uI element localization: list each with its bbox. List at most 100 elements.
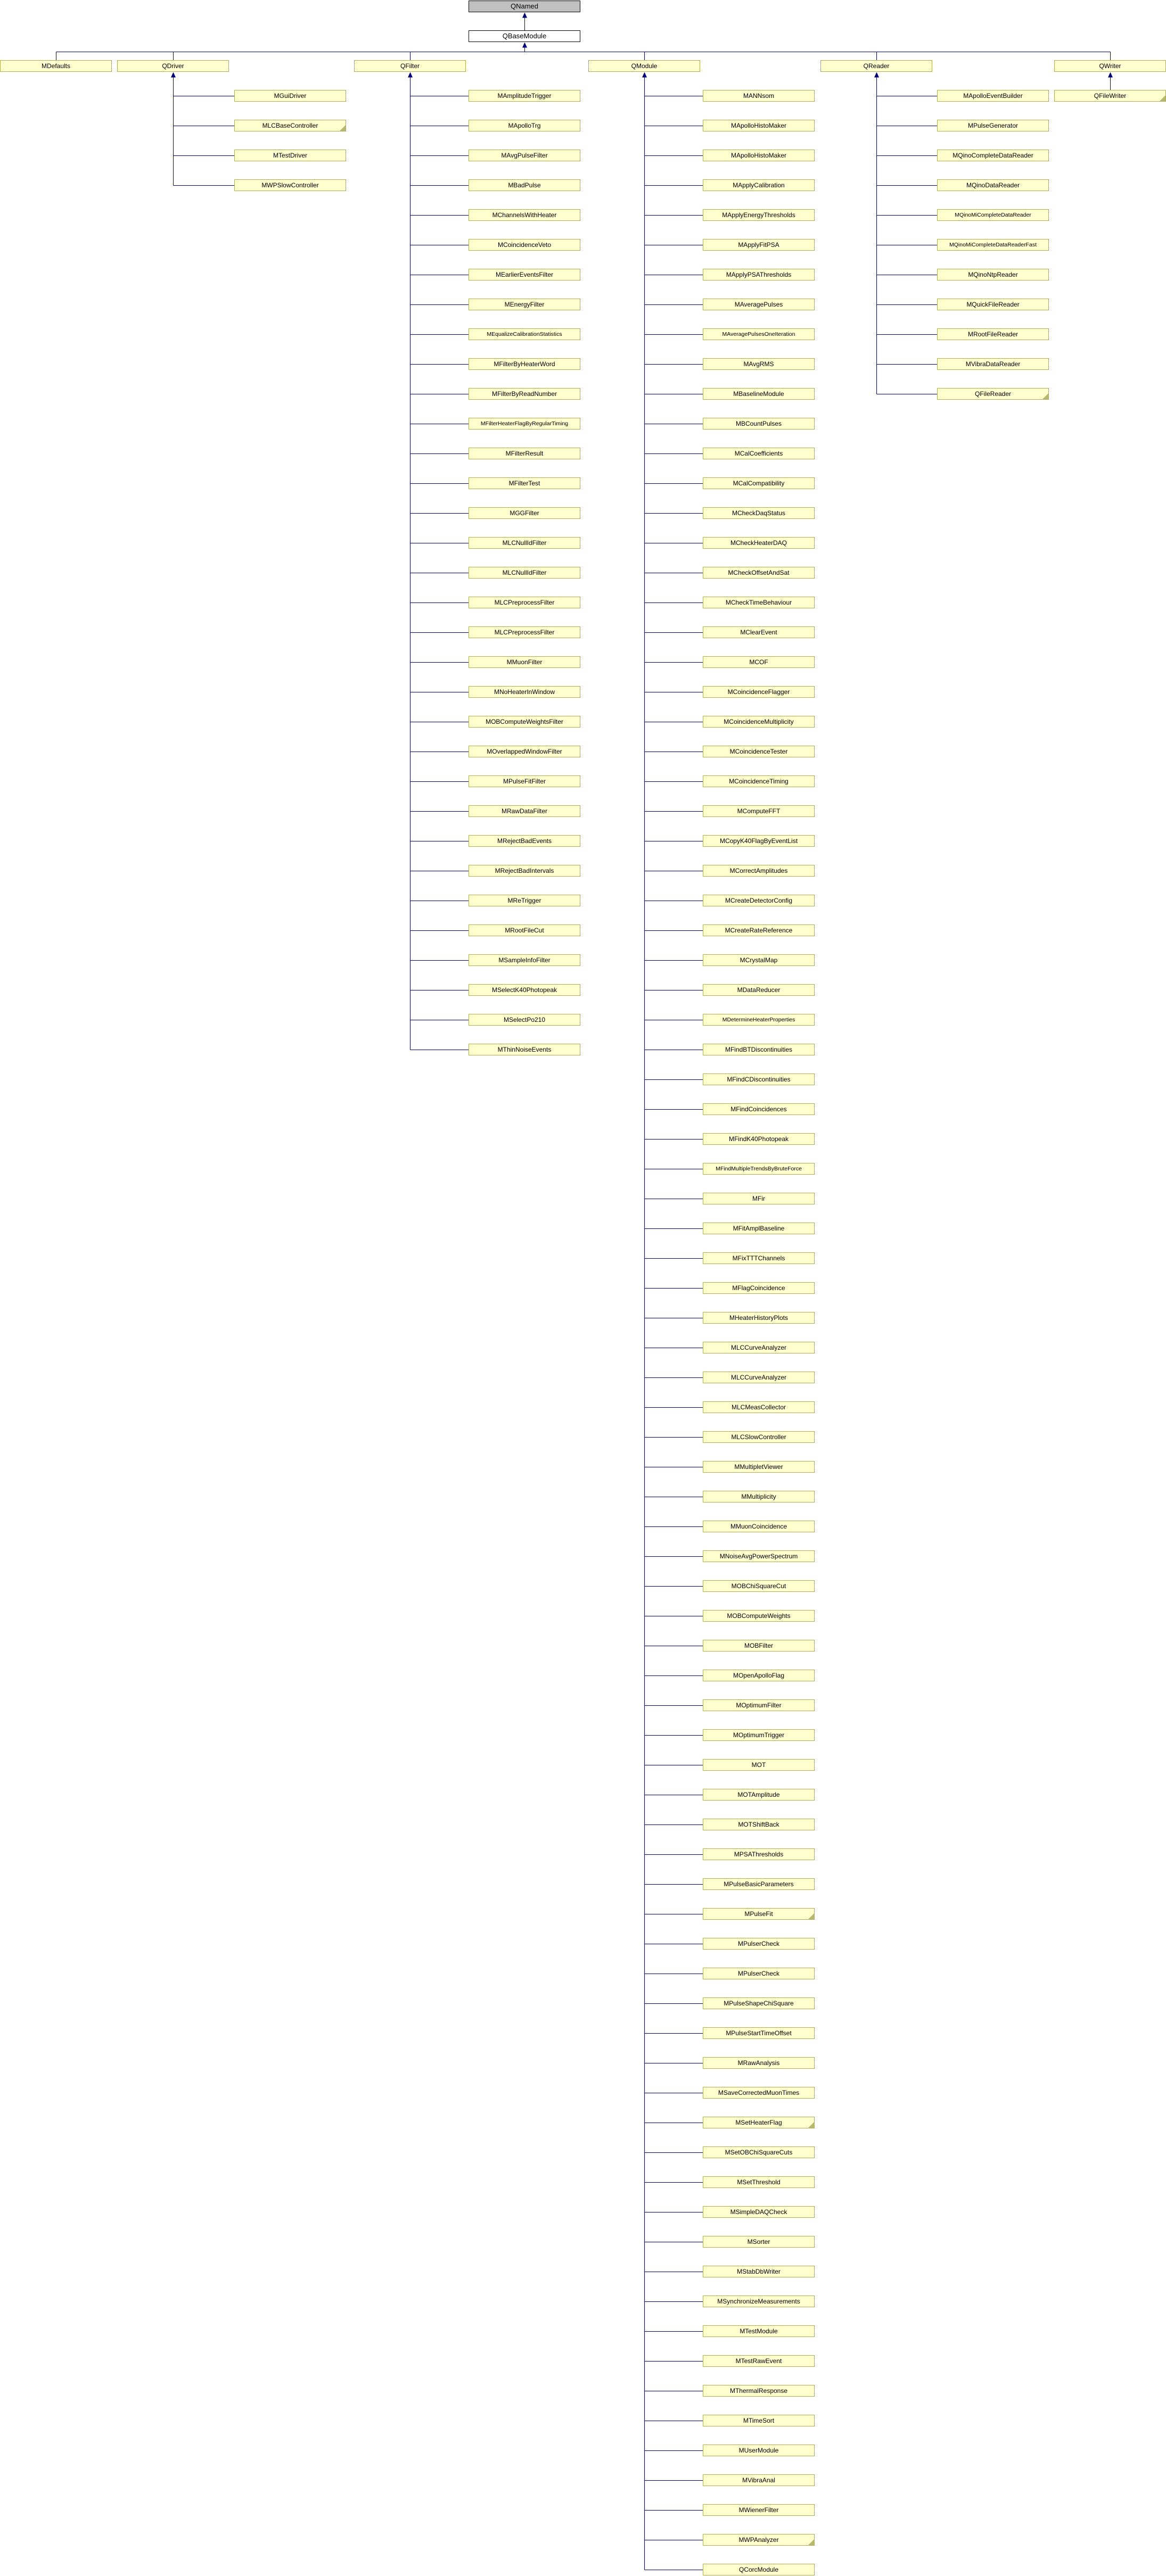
class-node[interactable]: MNoHeaterInWindow xyxy=(469,686,580,698)
class-node[interactable]: MPulseFitFilter xyxy=(469,775,580,787)
class-node[interactable]: MLCPreprocessFilter xyxy=(469,626,580,638)
class-node[interactable]: MClearEvent xyxy=(703,626,815,638)
class-node[interactable]: MTimeSort xyxy=(703,2415,815,2426)
class-node[interactable]: MCheckTimeBehaviour xyxy=(703,597,815,608)
class-node[interactable]: MQinoDataReader xyxy=(937,179,1049,191)
class-node[interactable]: MSelectK40Photopeak xyxy=(469,984,580,996)
class-node[interactable]: MPulserCheck xyxy=(703,1968,815,1979)
class-node[interactable]: MFindBTDiscontinuities xyxy=(703,1044,815,1055)
class-node[interactable]: MPulseShapeChiSquare xyxy=(703,1997,815,2009)
category-node[interactable]: MDefaults xyxy=(0,60,112,72)
class-node[interactable]: MApolloHistoMaker xyxy=(703,120,815,131)
class-node[interactable]: MCheckOffsetAndSat xyxy=(703,567,815,579)
class-node[interactable]: MPulseBasicParameters xyxy=(703,1878,815,1890)
class-node[interactable]: MSimpleDAQCheck xyxy=(703,2206,815,2218)
class-node[interactable]: MPulseFit xyxy=(703,1908,815,1920)
class-node[interactable]: MMultipletViewer xyxy=(703,1461,815,1473)
class-node[interactable]: MRawDataFilter xyxy=(469,805,580,817)
class-node[interactable]: MMuonFilter xyxy=(469,656,580,668)
class-node[interactable]: MFilterTest xyxy=(469,477,580,489)
class-node[interactable]: MBaselineModule xyxy=(703,388,815,400)
class-node[interactable]: MCOF xyxy=(703,656,815,668)
class-node[interactable]: MCoincidenceTester xyxy=(703,746,815,757)
class-node[interactable]: MComputeFFT xyxy=(703,805,815,817)
class-node[interactable]: MTestRawEvent xyxy=(703,2355,815,2367)
class-node[interactable]: MFilterByReadNumber xyxy=(469,388,580,400)
class-node[interactable]: MFilterResult xyxy=(469,448,580,459)
class-node[interactable]: MQuickFileReader xyxy=(937,299,1049,310)
class-node[interactable]: MMultiplicity xyxy=(703,1491,815,1502)
class-node[interactable]: MSynchronizeMeasurements xyxy=(703,2296,815,2307)
class-node[interactable]: MQinoNtpReader xyxy=(937,269,1049,280)
class-node[interactable]: MLCMeasCollector xyxy=(703,1401,815,1413)
class-node[interactable]: MApolloTrg xyxy=(469,120,580,131)
class-node[interactable]: MQinoMiCompleteDataReader xyxy=(937,209,1049,221)
class-node[interactable]: MApplyEnergyThresholds xyxy=(703,209,815,221)
class-node[interactable]: MApplyPSAThresholds xyxy=(703,269,815,280)
class-node[interactable]: MFitAmplBaseline xyxy=(703,1223,815,1234)
class-node[interactable]: MOpenApolloFlag xyxy=(703,1670,815,1681)
class-node[interactable]: QCorcModule xyxy=(703,2564,815,2575)
class-node[interactable]: MNoiseAvgPowerSpectrum xyxy=(703,1550,815,1562)
class-node[interactable]: MQinoCompleteDataReader xyxy=(937,150,1049,161)
class-node[interactable]: MThinNoiseEvents xyxy=(469,1044,580,1055)
class-node[interactable]: MOBFilter xyxy=(703,1640,815,1652)
class-node[interactable]: MWPSlowController xyxy=(234,179,346,191)
class-node[interactable]: MReTrigger xyxy=(469,895,580,906)
class-node[interactable]: MTestDriver xyxy=(234,150,346,161)
class-node[interactable]: MPSAThresholds xyxy=(703,1848,815,1860)
class-node[interactable]: MOBComputeWeightsFilter xyxy=(469,716,580,728)
class-node[interactable]: MRawAnalysis xyxy=(703,2057,815,2069)
class-node[interactable]: MSetThreshold xyxy=(703,2176,815,2188)
class-node[interactable]: MSetHeaterFlag xyxy=(703,2117,815,2128)
class-node[interactable]: MPulseStartTimeOffset xyxy=(703,2027,815,2039)
base-class-node[interactable]: QBaseModule xyxy=(469,30,580,42)
class-node[interactable]: MStabDbWriter xyxy=(703,2266,815,2277)
class-node[interactable]: MFindCDiscontinuities xyxy=(703,1074,815,1085)
class-node[interactable]: MPulserCheck xyxy=(703,1938,815,1950)
class-node[interactable]: MCoincidenceVeto xyxy=(469,239,580,251)
class-node[interactable]: MMuonCoincidence xyxy=(703,1521,815,1532)
class-node[interactable]: MVibraDataReader xyxy=(937,358,1049,370)
class-node[interactable]: MWPAnalyzer xyxy=(703,2534,815,2546)
class-node[interactable]: MHeaterHistoryPlots xyxy=(703,1312,815,1324)
class-node[interactable]: MVibraAnal xyxy=(703,2474,815,2486)
class-node[interactable]: MOptimumFilter xyxy=(703,1699,815,1711)
class-node[interactable]: MFindMultipleTrendsByBruteForce xyxy=(703,1163,815,1175)
class-node[interactable]: MLCCurveAnalyzer xyxy=(703,1342,815,1353)
class-node[interactable]: MFixTTTChannels xyxy=(703,1252,815,1264)
class-node[interactable]: MCreateDetectorConfig xyxy=(703,895,815,906)
class-node[interactable]: MTestModule xyxy=(703,2325,815,2337)
class-node[interactable]: MAvgPulseFilter xyxy=(469,150,580,161)
class-node[interactable]: MAveragePulses xyxy=(703,299,815,310)
class-node[interactable]: MOT xyxy=(703,1759,815,1771)
class-node[interactable]: MWienerFilter xyxy=(703,2504,815,2516)
class-node[interactable]: MANNsom xyxy=(703,90,815,102)
class-node[interactable]: MRootFileReader xyxy=(937,328,1049,340)
category-node[interactable]: QModule xyxy=(588,60,700,72)
class-node[interactable]: MCoincidenceFlagger xyxy=(703,686,815,698)
class-node[interactable]: MDetermineHeaterProperties xyxy=(703,1014,815,1026)
class-node[interactable]: MOTShiftBack xyxy=(703,1819,815,1830)
class-node[interactable]: MSampleInfoFilter xyxy=(469,954,580,966)
class-node[interactable]: QFileReader xyxy=(937,388,1049,400)
class-node[interactable]: MLCNullIdFilter xyxy=(469,537,580,549)
class-node[interactable]: MOBChiSquareCut xyxy=(703,1580,815,1592)
class-node[interactable]: MCheckHeaterDAQ xyxy=(703,537,815,549)
class-node[interactable]: MPulseGenerator xyxy=(937,120,1049,131)
class-node[interactable]: MFindCoincidences xyxy=(703,1103,815,1115)
class-node[interactable]: MApplyFitPSA xyxy=(703,239,815,251)
class-node[interactable]: MCalCompatibility xyxy=(703,477,815,489)
class-node[interactable]: MAveragePulsesOneIteration xyxy=(703,328,815,340)
class-node[interactable]: MOTAmplitude xyxy=(703,1789,815,1801)
class-node[interactable]: MFilterHeaterFlagByRegularTiming xyxy=(469,418,580,430)
class-node[interactable]: MLCPreprocessFilter xyxy=(469,597,580,608)
class-node[interactable]: MLCCurveAnalyzer xyxy=(703,1372,815,1383)
category-node[interactable]: QDriver xyxy=(117,60,229,72)
class-node[interactable]: MAmplitudeTrigger xyxy=(469,90,580,102)
class-node[interactable]: MEarlierEventsFilter xyxy=(469,269,580,280)
class-node[interactable]: MCalCoefficients xyxy=(703,448,815,459)
class-node[interactable]: MThermalResponse xyxy=(703,2385,815,2397)
class-node[interactable]: MBadPulse xyxy=(469,179,580,191)
class-node[interactable]: QFileWriter xyxy=(1054,90,1166,102)
